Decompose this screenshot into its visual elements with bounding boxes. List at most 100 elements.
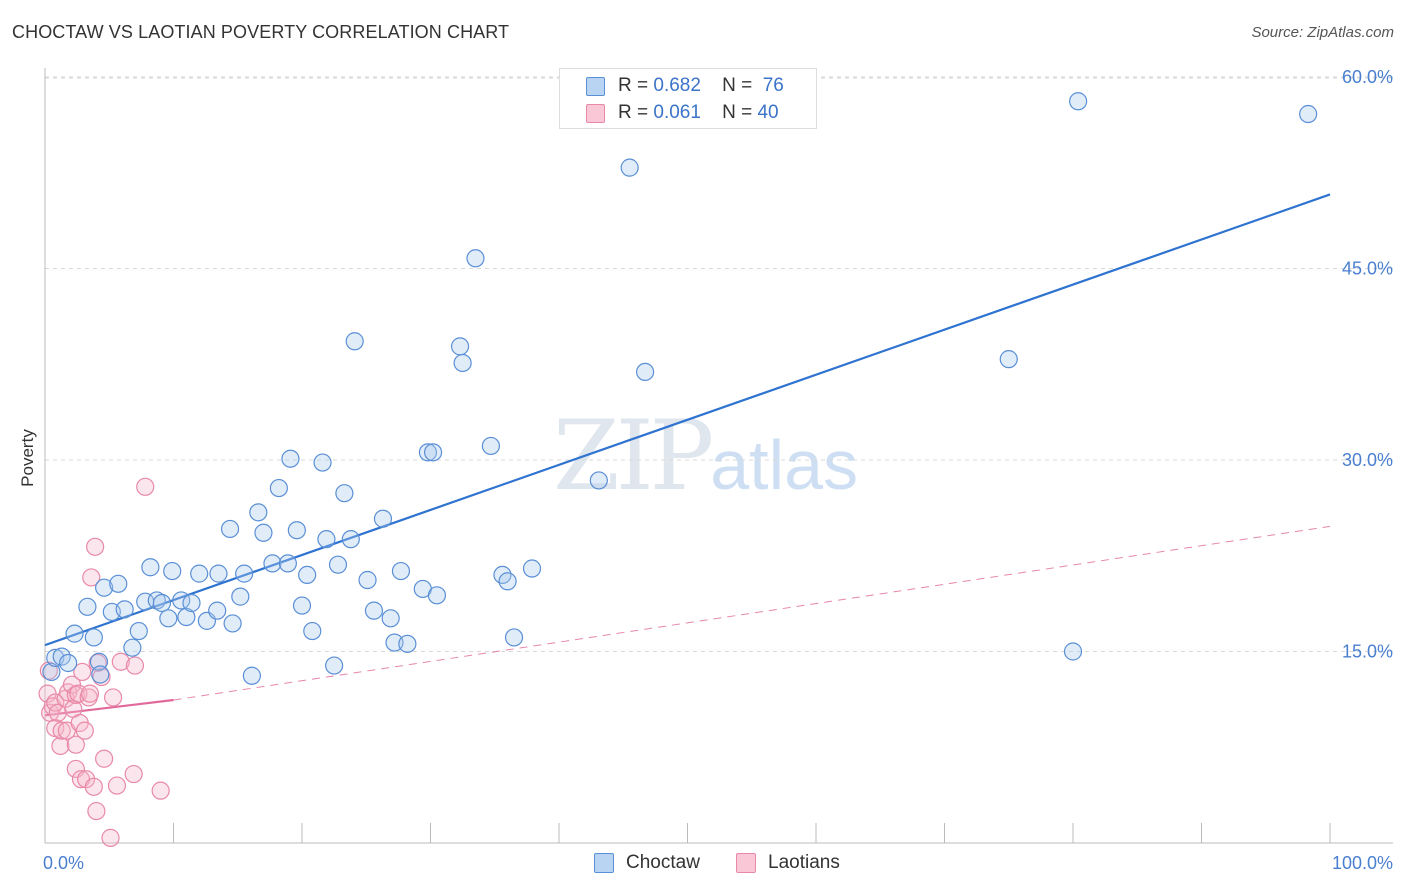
choctaw-point-16 (141, 558, 160, 577)
laotians-point-37 (136, 477, 155, 496)
watermark-zip: ZIP (553, 400, 714, 512)
choctaw-point-33 (249, 503, 268, 522)
data-points (38, 92, 1318, 847)
x-tick-label-0: 0.0% (43, 853, 84, 873)
legend-text-laotians: R = 0.061 N = 40 (618, 102, 779, 123)
chart-title: CHOCTAW VS LAOTIAN POVERTY CORRELATION C… (12, 22, 510, 42)
choctaw-point-37 (278, 554, 297, 573)
laotians-point-31 (101, 828, 120, 847)
choctaw-point-32 (242, 666, 261, 685)
choctaw-point-44 (317, 530, 336, 549)
choctaw-point-20 (163, 561, 182, 581)
stats-legend: R = 0.682 N = 76 R = 0.061 N = 40 (559, 68, 817, 129)
choctaw-point-52 (373, 509, 393, 528)
watermark-atlas: atlas (710, 426, 859, 504)
x-tick-label-1: 100.0% (1332, 853, 1393, 873)
choctaw-point-3 (59, 653, 78, 673)
legend-r-laotians: 0.061 (653, 102, 701, 123)
choctaw-point-9 (95, 578, 114, 597)
choctaw-point-6 (84, 628, 103, 647)
choctaw-point-48 (341, 530, 360, 549)
laotians-point-36 (125, 656, 145, 675)
laotians-point-28 (88, 653, 107, 673)
choctaw-point-18 (152, 593, 172, 613)
choctaw-point-0 (42, 662, 61, 682)
laotians-point-20 (75, 721, 94, 740)
choctaw-point-53 (381, 609, 400, 628)
choctaw-point-43 (313, 453, 332, 472)
choctaw-point-8 (91, 665, 110, 684)
choctaw-point-35 (263, 554, 282, 573)
legend-bottom-swatch-laotians (736, 853, 756, 873)
choctaw-point-26 (208, 601, 227, 620)
y-tick-label-2: 45.0% (1342, 259, 1393, 279)
choctaw-point-23 (182, 593, 201, 613)
y-tick-label-0: 15.0% (1342, 642, 1393, 662)
choctaw-point-56 (398, 634, 417, 653)
trend-lines (44, 193, 1331, 717)
choctaw-point-59 (423, 443, 443, 462)
trend-line-choctaw (44, 193, 1331, 647)
legend-bottom-label-laotians: Laotians (768, 852, 840, 873)
choctaw-point-67 (504, 628, 524, 647)
choctaw-point-13 (123, 638, 142, 657)
choctaw-point-30 (231, 587, 250, 606)
choctaw-point-58 (418, 443, 438, 462)
choctaw-point-75 (1299, 104, 1318, 124)
choctaw-point-62 (453, 353, 472, 373)
choctaw-point-40 (292, 596, 312, 615)
choctaw-point-64 (481, 436, 500, 456)
choctaw-point-55 (391, 561, 411, 581)
legend-bottom-label-choctaw: Choctaw (626, 852, 700, 873)
watermark: ZIPatlas (553, 400, 858, 512)
laotians-point-19 (73, 662, 92, 682)
choctaw-point-50 (358, 570, 377, 590)
legend-n-choctaw: 76 (762, 75, 784, 96)
choctaw-point-5 (78, 597, 97, 616)
axes (44, 68, 1393, 844)
choctaw-point-12 (115, 600, 134, 619)
choctaw-point-42 (303, 621, 322, 641)
choctaw-point-38 (281, 449, 300, 468)
legend-n-laotians: 40 (757, 102, 779, 123)
choctaw-point-27 (209, 564, 228, 583)
choctaw-point-22 (177, 607, 196, 627)
choctaw-point-45 (325, 656, 344, 675)
choctaw-point-66 (498, 572, 517, 591)
chart-source: Source: ZipAtlas.com (1251, 24, 1394, 41)
choctaw-point-34 (254, 523, 273, 542)
laotians-point-30 (95, 749, 114, 768)
choctaw-point-73 (1063, 642, 1083, 661)
legend-swatch-choctaw (586, 77, 605, 96)
laotians-point-5 (48, 703, 67, 722)
choctaw-point-74 (1069, 92, 1088, 111)
choctaw-point-72 (999, 350, 1018, 369)
laotians-point-11 (62, 675, 82, 694)
legend-bottom-swatch-choctaw (594, 853, 614, 873)
legend-r-choctaw: 0.682 (653, 75, 701, 96)
y-tick-label-3: 60.0% (1342, 67, 1393, 87)
trend-line-laotians-dashed (173, 525, 1331, 701)
laotians-point-33 (107, 776, 127, 795)
choctaw-point-71 (635, 362, 655, 382)
choctaw-point-19 (159, 609, 178, 628)
laotians-point-35 (124, 764, 143, 784)
choctaw-point-51 (364, 601, 384, 620)
laotians-point-38 (151, 781, 170, 800)
choctaw-point-17 (147, 591, 166, 610)
laotians-point-6 (51, 736, 70, 756)
laotians-point-27 (87, 801, 106, 821)
y-axis-label: Poverty (18, 429, 37, 487)
laotians-point-34 (111, 652, 130, 671)
laotians-point-21 (77, 770, 96, 789)
choctaw-point-4 (65, 624, 84, 643)
y-tick-label-1: 30.0% (1342, 450, 1393, 470)
laotians-point-23 (80, 684, 100, 703)
choctaw-point-68 (522, 559, 542, 578)
choctaw-point-69 (589, 471, 608, 490)
choctaw-point-39 (287, 521, 306, 540)
laotians-point-15 (66, 735, 85, 754)
laotians-point-32 (104, 688, 123, 707)
choctaw-point-60 (427, 586, 447, 605)
laotians-point-26 (86, 537, 105, 556)
